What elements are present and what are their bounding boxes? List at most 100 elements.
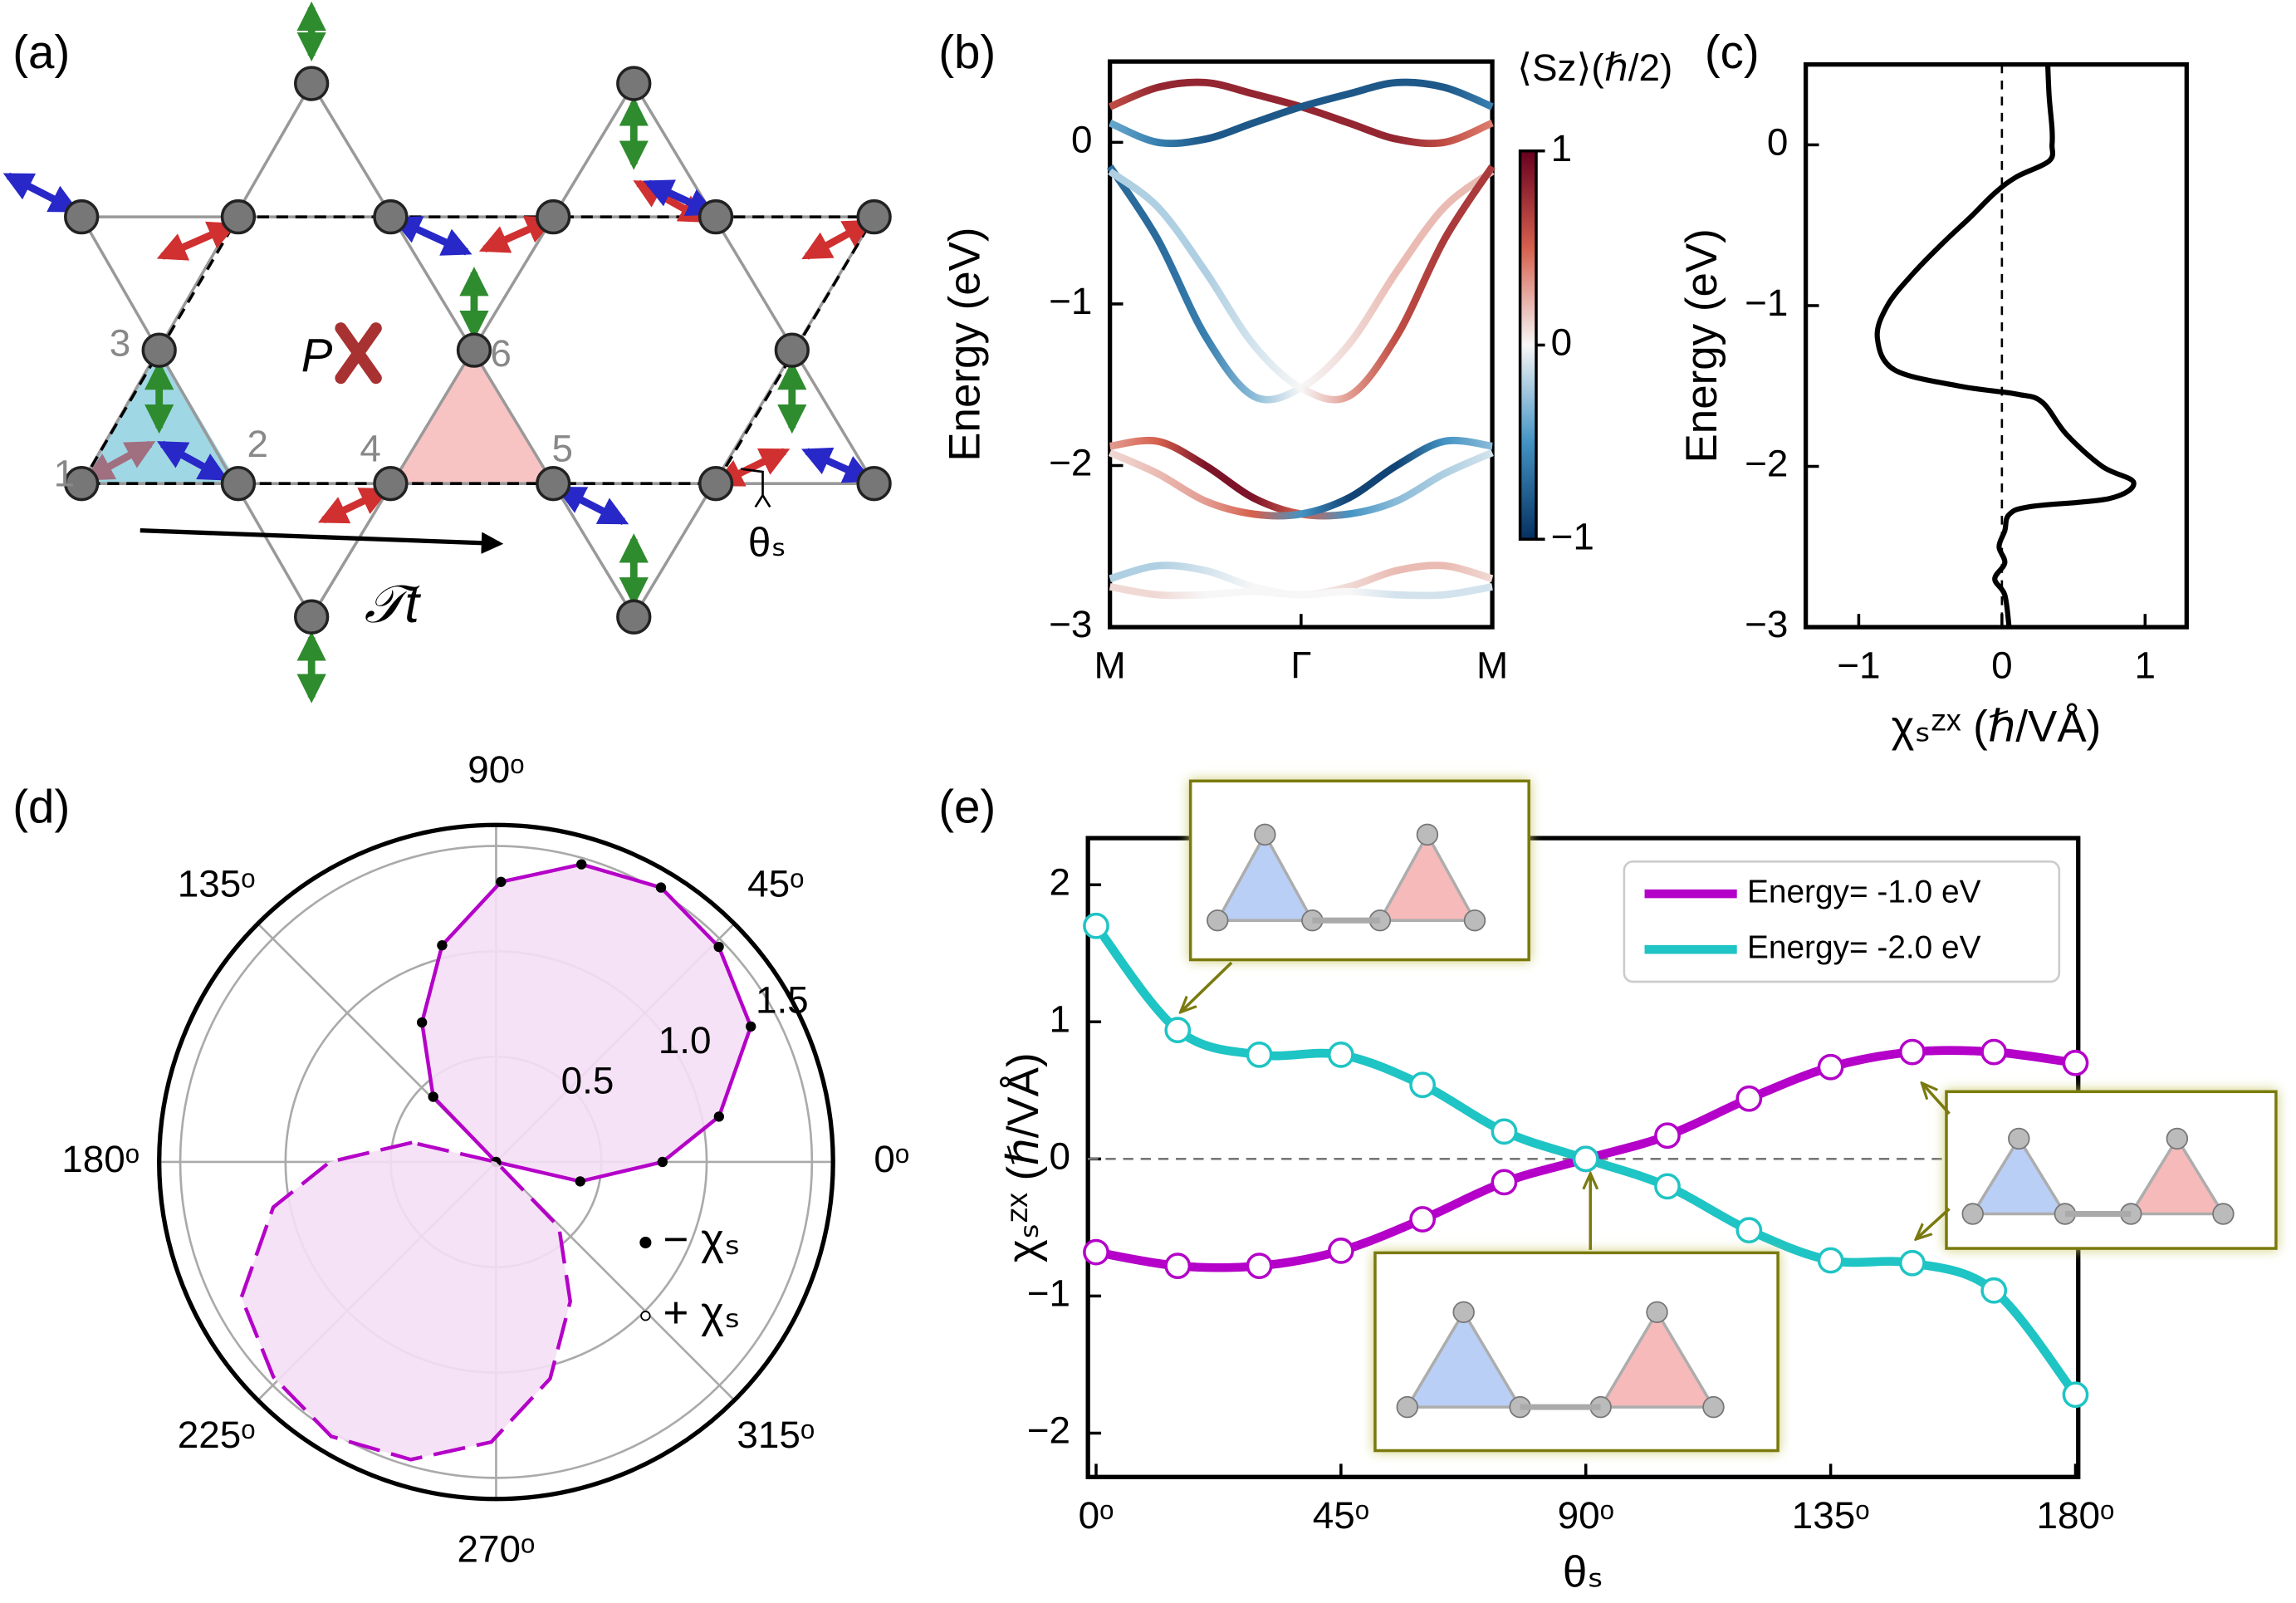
inset-atom (1416, 823, 1439, 846)
panel-label: (e) (938, 780, 996, 832)
data-point (1246, 1042, 1273, 1068)
data-point (1083, 1238, 1109, 1266)
site-label: 1 (54, 451, 76, 494)
lattice-site (456, 332, 492, 368)
inset-triangle (1377, 831, 1477, 922)
angle-tick-label: 315ᵒ (737, 1413, 815, 1456)
colorbar-tick-label: −1 (1551, 514, 1594, 557)
data-point (437, 939, 448, 951)
lattice-site (141, 332, 177, 368)
inset-atom (1452, 1301, 1475, 1324)
site-label: 5 (551, 426, 573, 469)
inset-atom (2008, 1127, 2030, 1150)
data-point (2062, 1381, 2089, 1409)
kagome-diagram (2, 1, 892, 703)
angle-tick-label: 0ᵒ (874, 1137, 909, 1180)
inset-pointer (1923, 1084, 1951, 1115)
data-point (576, 859, 587, 870)
data-point (1327, 1042, 1354, 1068)
angle-mark (740, 468, 771, 508)
data-point (1899, 1038, 1926, 1066)
legend-marker (640, 1311, 651, 1321)
band (1109, 561, 1494, 599)
panel-label: (a) (12, 26, 70, 78)
data-point (496, 876, 507, 887)
spin-arrow (317, 488, 390, 524)
inversion-label: P (301, 329, 333, 381)
inset-triangle (1970, 1135, 2068, 1216)
legend-label: + χₛ (663, 1288, 741, 1337)
band (1108, 164, 1496, 404)
inset-triangle (1215, 831, 1315, 922)
data-point (1164, 1017, 1192, 1044)
lattice-site (536, 466, 571, 502)
spin-arrow (801, 447, 874, 483)
inset-atom (2212, 1203, 2235, 1225)
legend-marker (639, 1236, 652, 1249)
data-point (1817, 1247, 1844, 1274)
y-tick-label: −2 (1745, 442, 1788, 485)
colorbar-label: ⟨Sz⟩(ℏ/2) (1517, 46, 1672, 89)
x-tick-label: 45ᵒ (1313, 1493, 1369, 1537)
y-tick-label: −2 (1027, 1409, 1070, 1452)
inset-atom (1702, 1395, 1725, 1419)
site-label: 3 (110, 321, 131, 364)
band (1108, 78, 1494, 148)
data-point (1327, 1238, 1354, 1264)
panel-label: (d) (12, 780, 70, 832)
y-axis-label: Energy (eV) (940, 227, 989, 461)
lattice-site (698, 199, 734, 235)
lattice-bond (632, 82, 876, 485)
translation-label: 𝒯t (365, 576, 422, 634)
y-tick-label: 1 (1049, 997, 1070, 1040)
lobe-outline (239, 1140, 572, 1462)
lattice-site (616, 66, 652, 101)
data-point (428, 1091, 438, 1102)
lattice-site (64, 466, 100, 502)
spin-arrow (391, 216, 472, 256)
lattice-bond (80, 216, 313, 618)
data-point (575, 1176, 585, 1187)
angle-tick-label: 135ᵒ (178, 861, 256, 904)
spin-arrow (801, 219, 874, 260)
y-tick-label: 2 (1049, 860, 1070, 903)
x-tick-label: 90ᵒ (1558, 1493, 1614, 1537)
angle-tick-label: 225ᵒ (178, 1413, 256, 1456)
y-tick-label: −2 (1049, 441, 1092, 484)
spin-arrow (555, 486, 629, 525)
data-point (1572, 1145, 1599, 1173)
data-point (1083, 912, 1109, 939)
angle-tick-label: 90ᵒ (468, 748, 524, 791)
band (1108, 437, 1493, 520)
y-tick-label: 0 (1071, 117, 1093, 160)
lattice-site (220, 466, 257, 502)
data-point (1164, 1252, 1192, 1279)
panel-label: (c) (1705, 26, 1760, 78)
lattice-site (856, 466, 892, 502)
angle-tick-label: 45ᵒ (747, 861, 804, 904)
data-point (1409, 1206, 1437, 1233)
lattice-site (698, 466, 734, 502)
y-tick-label: −1 (1027, 1272, 1070, 1315)
colorbar-tick-label: 0 (1551, 321, 1573, 364)
data-point (1980, 1038, 2008, 1066)
spin-arrow (83, 440, 156, 481)
lattice-site (293, 66, 330, 101)
angle-label: θₛ (748, 519, 786, 565)
legend-label: Energy= -2.0 eV (1747, 929, 1981, 965)
inset-frame (1188, 779, 1530, 962)
spin-arrow (156, 221, 238, 261)
y-tick-label: −3 (1049, 602, 1092, 645)
x-axis-label: χₛᶻˣ (ℏ/VÅ) (1892, 703, 2102, 752)
data-point (1491, 1118, 1518, 1145)
data-point (1735, 1217, 1763, 1244)
inset-atom (1646, 1301, 1668, 1324)
y-tick-label: 0 (1767, 120, 1789, 164)
x-tick-label: Γ (1290, 644, 1311, 687)
lattice-site (373, 466, 409, 502)
angle-tick-label: 180ᵒ (61, 1137, 140, 1180)
data-point (1491, 1169, 1518, 1196)
x-tick-label: 0 (1991, 644, 2013, 687)
data-point (1817, 1053, 1844, 1081)
spin-arrow (2, 172, 80, 213)
